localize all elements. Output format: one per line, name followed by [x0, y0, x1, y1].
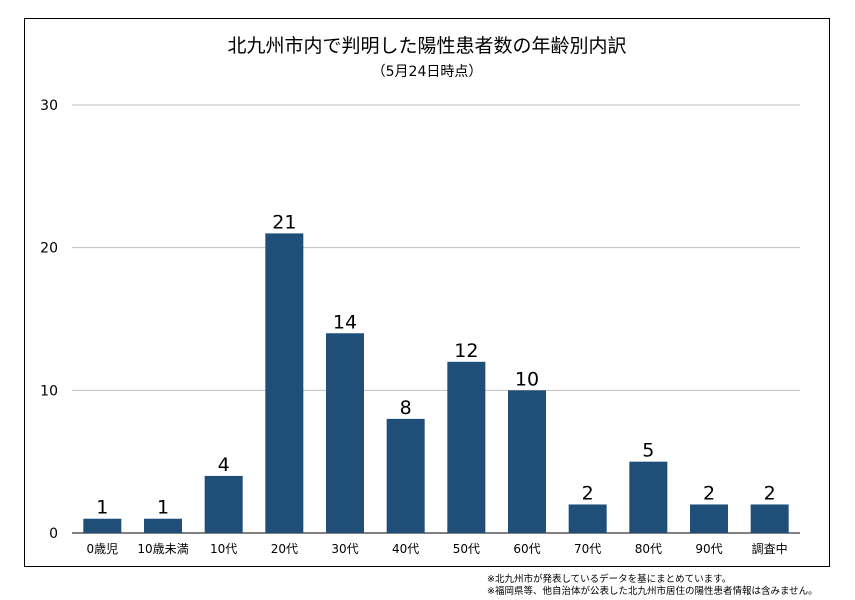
footnote-1: ※北九州市が発表しているデータを基にまとめています。	[487, 574, 732, 585]
data-label: 10	[515, 368, 539, 390]
bar	[568, 504, 607, 533]
x-tick-label: 90代	[695, 542, 722, 556]
bar	[204, 475, 243, 533]
data-label: 2	[703, 482, 715, 504]
bar	[326, 333, 364, 533]
x-tick-label: 80代	[635, 542, 662, 556]
y-tick-label: 10	[40, 383, 58, 399]
bar	[750, 504, 789, 533]
x-tick-label: 60代	[513, 542, 540, 556]
footnote-2: ※福岡県等、他自治体が公表した北九州市居住の陽性患者情報は含みません。	[487, 586, 818, 597]
x-tick-label: 20代	[271, 542, 298, 556]
chart-subtitle: （5月24日時点）	[372, 64, 483, 80]
bar	[447, 361, 486, 533]
data-label: 2	[764, 482, 776, 504]
x-tick-label: 30代	[331, 542, 358, 556]
chart-frame	[24, 18, 830, 567]
chart-title: 北九州市内で判明した陽性患者数の年齢別内訳	[227, 35, 626, 57]
y-tick-label: 0	[49, 526, 58, 542]
bar	[508, 390, 546, 533]
y-tick-label: 30	[40, 98, 58, 114]
data-label: 21	[272, 211, 296, 233]
x-tick-label: 70代	[574, 542, 601, 556]
bar	[690, 504, 728, 533]
data-label: 1	[157, 497, 169, 519]
x-tick-label: 10代	[210, 542, 237, 556]
bar	[629, 461, 668, 533]
data-label: 1	[96, 497, 108, 519]
data-label: 8	[400, 397, 412, 419]
data-label: 12	[454, 340, 478, 362]
x-tick-label: 50代	[453, 542, 480, 556]
x-tick-label: 40代	[392, 542, 419, 556]
y-tick-label: 20	[40, 241, 58, 257]
bar	[83, 518, 122, 533]
data-label: 2	[582, 482, 594, 504]
bar	[144, 518, 182, 533]
x-tick-label: 0歳児	[87, 542, 119, 556]
bar	[386, 418, 425, 533]
data-label: 4	[218, 454, 230, 476]
bar	[265, 233, 304, 533]
x-tick-label: 10歳未満	[137, 542, 188, 556]
data-label: 5	[642, 440, 654, 462]
data-label: 14	[333, 311, 357, 333]
x-tick-label: 調査中	[752, 541, 788, 556]
